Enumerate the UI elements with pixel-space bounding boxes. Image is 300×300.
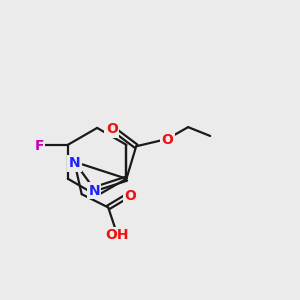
Text: N: N	[68, 156, 80, 170]
Text: F: F	[34, 139, 44, 153]
Text: OH: OH	[105, 228, 129, 242]
Text: N: N	[88, 184, 100, 198]
Text: O: O	[124, 189, 136, 203]
Text: O: O	[106, 122, 118, 136]
Text: O: O	[161, 134, 173, 147]
